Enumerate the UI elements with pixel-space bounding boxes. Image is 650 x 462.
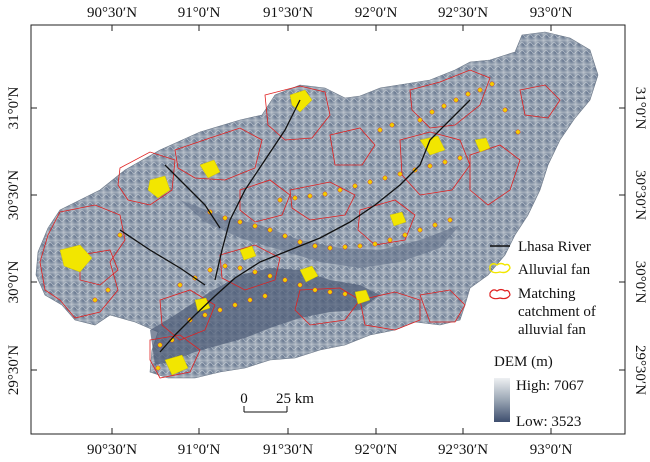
legend-dem-high: High: 7067 xyxy=(516,378,584,394)
top-label: 90°30′N xyxy=(87,5,137,21)
alluvial-fans xyxy=(59,89,491,376)
fan-legend-symbol xyxy=(489,262,511,274)
legend-catchment-line3: alluvial fan xyxy=(518,322,586,338)
bottom-axis-labels: 90°30′N 91°0′N 91°30′N 92°0′N 92°30′N 93… xyxy=(87,442,573,458)
valley-band-upper xyxy=(180,200,460,268)
catchment-outlines xyxy=(39,69,561,379)
left-label: 30°30′N xyxy=(6,170,22,220)
bottom-label: 92°0′N xyxy=(355,442,398,458)
dem-color-ramp xyxy=(494,378,510,422)
top-label: 93°0′N xyxy=(530,5,573,21)
legend-dem-title: DEM (m) xyxy=(494,354,553,370)
legend-catchment-line1: Matching xyxy=(518,286,576,302)
top-axis-labels: 90°30′N 91°0′N 91°30′N 92°0′N 92°30′N 93… xyxy=(87,5,573,21)
top-label: 91°30′N xyxy=(263,5,313,21)
left-label: 31°0′N xyxy=(6,87,22,130)
right-label: 30°0′N xyxy=(632,261,648,304)
legend-dem-low: Low: 3523 xyxy=(516,414,581,430)
scale-zero-label: 0 xyxy=(240,391,248,407)
bottom-label: 91°0′N xyxy=(178,442,221,458)
tick-marks xyxy=(31,25,625,434)
scale-distance-label: 25 km xyxy=(276,391,314,407)
fan-dots xyxy=(92,81,521,371)
top-label: 92°30′N xyxy=(438,5,488,21)
legend-fan-label: Alluvial fan xyxy=(518,262,591,278)
legend: Lhasa River Alluvial fan Matching catchm… xyxy=(489,239,596,430)
legend-river-label: Lhasa River xyxy=(518,239,591,255)
bottom-label: 93°0′N xyxy=(530,442,573,458)
valley-band xyxy=(150,268,380,365)
left-label: 29°30′N xyxy=(6,345,22,395)
top-label: 91°0′N xyxy=(178,5,221,21)
basin-dem xyxy=(35,31,599,379)
right-label: 31°0′N xyxy=(632,87,648,130)
left-label: 30°0′N xyxy=(6,261,22,304)
lhasa-river xyxy=(119,99,471,353)
top-label: 92°0′N xyxy=(355,5,398,21)
bottom-label: 92°30′N xyxy=(438,442,488,458)
left-axis-labels: 31°0′N 30°30′N 30°0′N 29°30′N xyxy=(6,87,22,396)
right-label: 30°30′N xyxy=(632,170,648,220)
right-axis-labels: 31°0′N 30°30′N 30°0′N 29°30′N xyxy=(632,87,648,396)
right-label: 29°30′N xyxy=(632,345,648,395)
bottom-label: 91°30′N xyxy=(263,442,313,458)
scale-bar: 0 25 km xyxy=(240,391,314,413)
catchment-legend-symbol xyxy=(489,288,511,300)
bottom-label: 90°30′N xyxy=(87,442,137,458)
legend-catchment-line2: catchment of xyxy=(518,304,596,320)
